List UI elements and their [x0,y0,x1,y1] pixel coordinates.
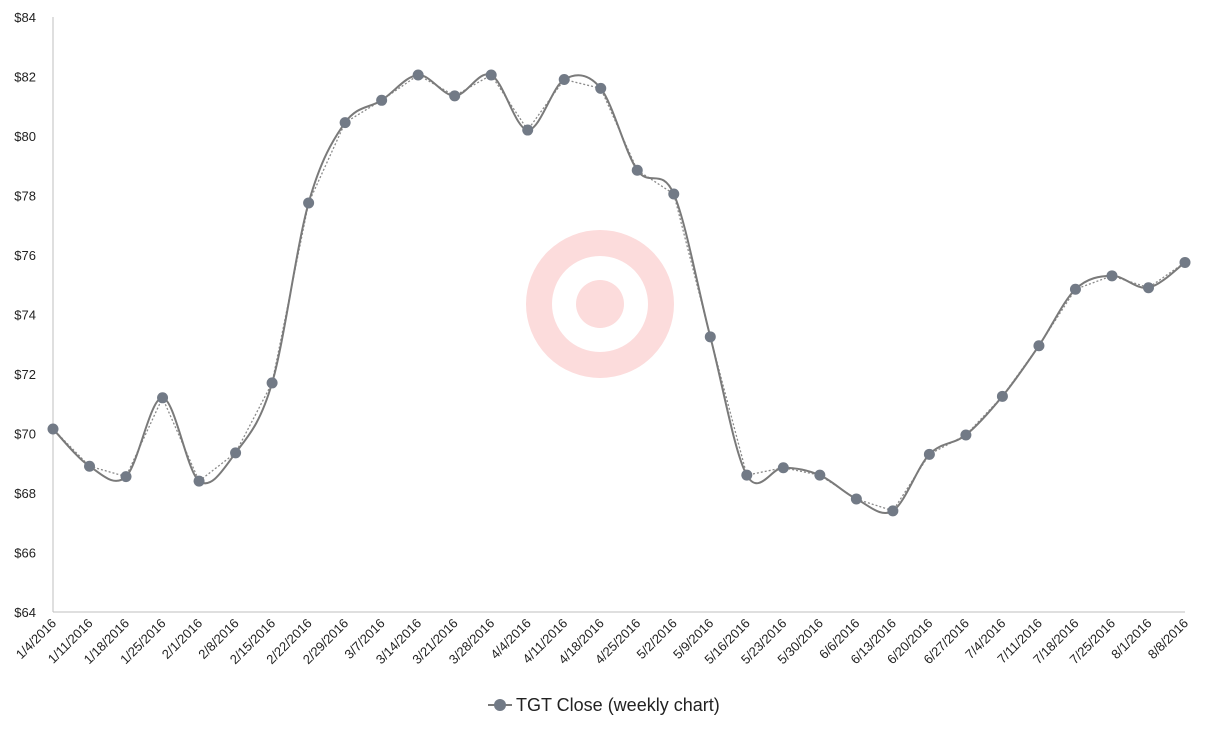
x-tick-label: 8/8/2016 [1145,616,1191,662]
data-point [157,392,169,404]
logo-outer-ring [526,230,674,378]
data-point [960,429,972,441]
data-point [704,331,716,343]
data-point [1069,283,1081,295]
data-point [84,460,96,472]
data-point [1142,282,1154,294]
data-point [522,124,534,136]
series-line [52,73,1186,514]
series-layer [47,69,1191,517]
y-tick-label: $76 [14,248,36,263]
y-tick-labels: $64 $66 $68 $70 $72 $74 $76 $78 $80 $82 $84 [14,10,36,620]
legend: TGT Close (weekly chart) [488,695,720,715]
y-tick-label: $64 [14,605,36,620]
data-point [631,164,643,176]
y-tick-label: $66 [14,546,36,561]
data-point [1033,340,1045,352]
y-tick-label: $80 [14,129,36,144]
data-point [376,94,388,106]
data-point [266,377,278,389]
y-tick-label: $74 [14,308,36,323]
y-tick-label: $78 [14,189,36,204]
legend-label: TGT Close (weekly chart) [516,695,720,715]
x-tick-labels: 1/4/20161/11/20161/18/20161/25/20162/1/2… [13,616,1191,668]
data-point [996,390,1008,402]
data-point [668,188,680,200]
y-tick-label: $82 [14,70,36,85]
data-point [1106,270,1118,282]
data-point [449,90,461,102]
data-point [595,82,607,94]
data-point [741,469,753,481]
data-point [558,73,570,85]
y-tick-label: $72 [14,367,36,382]
data-point [303,197,315,209]
data-point [923,448,935,460]
y-tick-label: $70 [14,427,36,442]
data-point [120,471,132,483]
data-point [230,447,242,459]
data-point [1179,256,1191,268]
logo-center-dot [576,280,624,328]
data-point [777,462,789,474]
data-point [485,69,497,81]
data-point [412,69,424,81]
data-point [887,505,899,517]
axes [52,17,1185,613]
data-point [814,469,826,481]
y-tick-label: $68 [14,486,36,501]
data-point [47,423,59,435]
legend-marker-icon [494,699,506,711]
y-tick-label: $84 [14,10,36,25]
data-point [193,475,205,487]
data-point [850,493,862,505]
target-logo-icon [526,230,674,378]
data-point [339,117,351,129]
